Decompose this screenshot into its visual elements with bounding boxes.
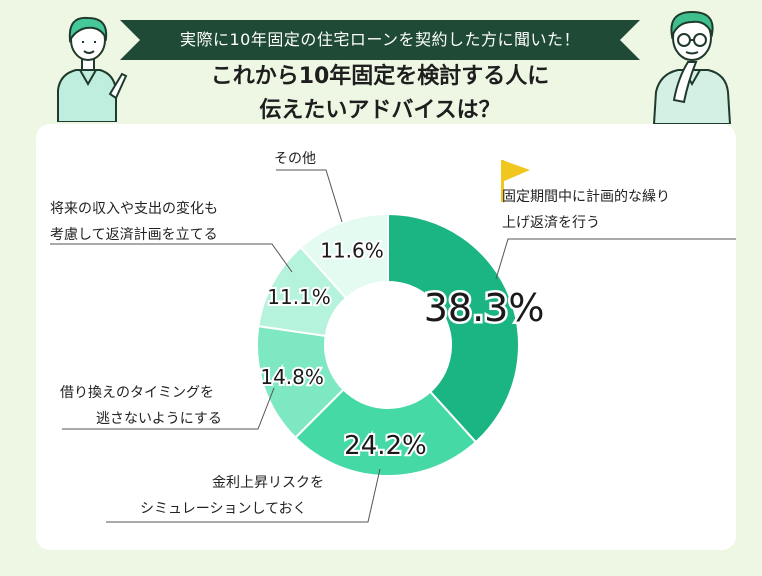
callout-4-line-1: その他 [274, 151, 316, 167]
value-label-4: 11.6% [320, 239, 384, 263]
callout-0-line-1: 固定期間中に計画的な繰り [502, 189, 670, 205]
callout-0-line-2: 上げ返済を行う [502, 215, 600, 231]
callout-3-line-1: 将来の収入や支出の変化も [50, 201, 218, 217]
leader-line-2 [62, 387, 275, 430]
headline-line-1: これから10年固定を検討する人に [210, 64, 550, 89]
banner-ribbon [120, 20, 640, 60]
value-label-0: 38.3% [424, 286, 545, 330]
value-label-1: 24.2% [344, 431, 427, 461]
chart-card: 38.3% 24.2% 14.8% 11.1% 11.6% 固定期間中に計画的な繰り 上… [36, 124, 736, 550]
callout-1-line-2: シミュレーションしておく [140, 501, 307, 517]
callout-2-line-2: 逃さないようにする [96, 411, 222, 427]
donut-slice-1 [293, 388, 478, 477]
flag-icon [501, 160, 530, 202]
callout-3-line-2: 考慮して返済計画を立てる [50, 227, 218, 243]
donut-chart: 38.3% 24.2% 14.8% 11.1% 11.6% [50, 169, 736, 523]
leader-line-3 [50, 243, 293, 273]
headline-line-2: 伝えたいアドバイスは？ [259, 98, 501, 123]
callout-2-line-1: 借り換えのタイミングを [60, 385, 214, 401]
donut-slice-4 [299, 212, 389, 300]
callout-1-line-1: 金利上昇リスクを [212, 475, 324, 491]
leader-line-0 [495, 238, 736, 280]
leader-line-1 [106, 468, 381, 523]
banner-text: 実際に10年固定の住宅ローンを契約した方に聞いた！ [179, 30, 581, 49]
leader-line-4 [276, 169, 343, 223]
value-label-2: 14.8% [260, 365, 324, 389]
donut-slice-0 [387, 212, 520, 444]
man-thinking-icon [652, 10, 732, 124]
woman-pointing-icon [57, 16, 128, 122]
banner-shape [120, 20, 640, 60]
value-label-3: 11.1% [267, 285, 331, 309]
